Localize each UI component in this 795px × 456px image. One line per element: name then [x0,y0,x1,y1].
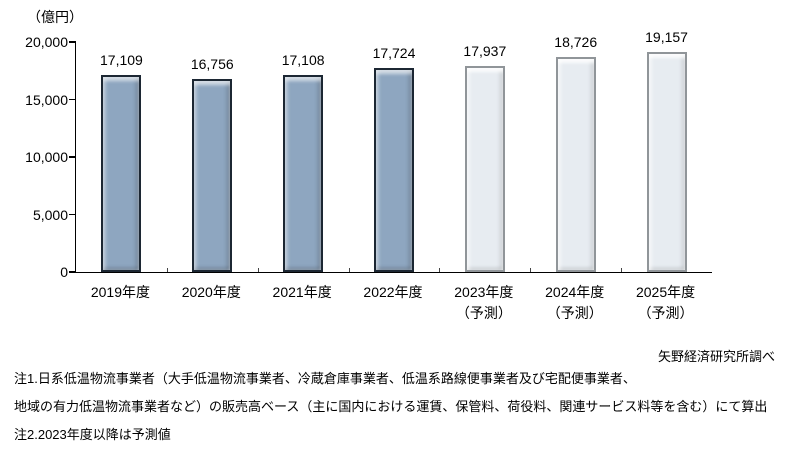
x-axis-category-label: 2020年度 [181,284,241,300]
bar-value-label: 18,726 [554,34,598,50]
y-tick-mark [69,41,76,43]
x-axis-category-label: 2022年度 [363,284,423,300]
y-tick-mark [69,213,76,216]
bar-value-label: 17,108 [281,52,325,68]
y-tick-label: 5,000 [32,206,68,223]
x-axis-category-label: 2019年度 [90,284,150,300]
footnote-1: 注1.日系低温物流事業者（大手低温物流事業者、冷蔵倉庫事業者、低温系路線便事業者… [14,371,636,386]
y-tick-label: 0 [60,264,68,280]
footnotes: 注1.日系低温物流事業者（大手低温物流事業者、冷蔵倉庫事業者、低温系路線便事業者… [14,369,767,453]
bar-2025年度 [646,52,687,272]
x-axis-category-label: 2023年度 （予測） [454,284,514,321]
bar-2023年度 [464,66,505,272]
source-credit: 矢野経済研究所調べ [657,349,775,364]
y-axis-tick-labels: 0 5,000 10,000 15,000 20,000 [0,34,68,280]
x-tick-mark [166,268,168,272]
y-tick-mark [69,156,76,158]
x-axis-category-label: 2025年度 （予測） [635,284,696,321]
x-axis-category-label: 2024年度 （予測） [545,284,605,321]
footnote-2: 地域の有力低温物流事業者など）の販売高ベース（主に国内における運賃、保管料、荷役… [14,399,768,414]
y-tick-mark [69,98,76,101]
bar-value-label: 19,157 [645,29,688,45]
bar-value-label: 17,109 [100,52,143,68]
x-tick-mark [621,268,623,272]
x-tick-mark [257,268,259,272]
bar-2020年度 [192,79,233,272]
x-tick-mark [439,268,441,272]
bar-2019年度 [101,75,142,272]
y-axis-unit-label: （億円） [27,9,83,25]
bar-2024年度 [555,57,596,272]
bar-value-label: 17,724 [372,45,416,61]
bar-2022年度 [374,68,414,272]
x-tick-mark [348,268,350,272]
footnote-3: 注2.2023年度以降は予測値 [14,427,171,442]
x-axis-labels: 2019年度 2020年度 2021年度 2022年度 2023年度 （予測） 2024年… [75,282,711,332]
x-axis-category-label: 2021年度 [272,284,332,300]
y-tick-label: 10,000 [25,149,68,165]
y-tick-mark [69,271,76,273]
bar-value-label: 17,937 [463,43,507,59]
bar-2021年度 [283,75,324,272]
bar-value-label: 16,756 [190,56,234,72]
y-tick-label: 15,000 [25,91,68,108]
y-tick-label: 20,000 [25,34,68,50]
plot-area: 17,109 16,756 17,108 17,724 17,937 18,726 19,1… [69,29,712,273]
x-tick-mark [530,268,532,272]
